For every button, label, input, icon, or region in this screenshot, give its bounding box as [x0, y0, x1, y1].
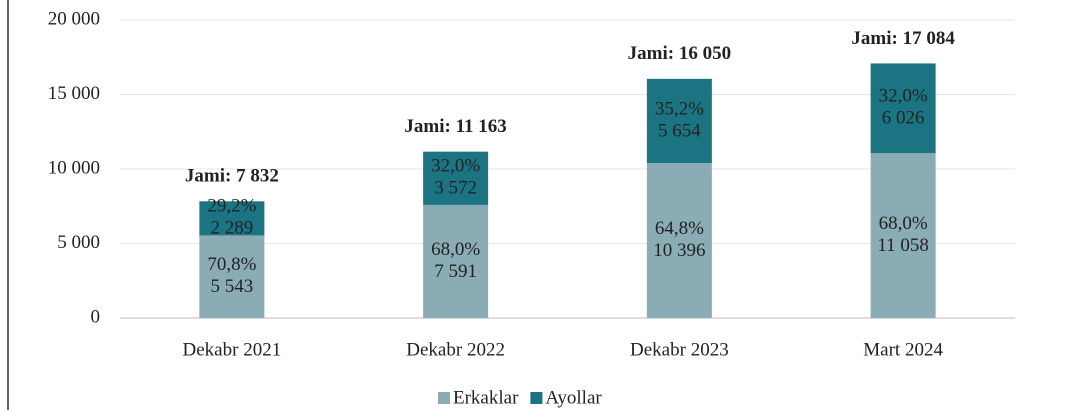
value-label: 6 026 — [882, 108, 925, 129]
total-label: Jami: 17 084 — [851, 28, 955, 49]
x-tick-label: Dekabr 2022 — [406, 339, 505, 360]
y-tick-label: 5 000 — [57, 232, 100, 253]
percent-label: 64,8% — [655, 218, 704, 239]
bar-segment — [870, 153, 936, 318]
x-tick-label: Dekabr 2023 — [630, 339, 729, 360]
bar-segment — [199, 235, 265, 318]
bar-segment — [646, 78, 712, 164]
percent-label: 68,0% — [431, 239, 480, 260]
percent-label: 29,2% — [207, 196, 256, 217]
value-label: 3 572 — [434, 178, 477, 199]
bar-segment — [423, 151, 489, 205]
y-tick-label: 10 000 — [48, 157, 100, 178]
legend-swatch — [530, 392, 543, 404]
legend-label: Erkaklar — [453, 387, 519, 408]
percent-label: 70,8% — [207, 254, 256, 275]
y-tick-label: 15 000 — [48, 83, 100, 104]
value-label: 5 654 — [658, 120, 701, 141]
value-label: 11 058 — [877, 235, 929, 256]
y-tick-label: 0 — [91, 306, 101, 327]
legend-swatch — [438, 392, 450, 404]
bar-segment — [646, 163, 712, 318]
x-tick-label: Dekabr 2021 — [183, 339, 282, 360]
bar-segment — [423, 204, 489, 318]
legend-label: Ayollar — [545, 387, 602, 408]
value-label: 10 396 — [653, 240, 705, 261]
value-label: 7 591 — [434, 261, 477, 282]
value-label: 2 289 — [211, 218, 254, 239]
percent-label: 35,2% — [655, 98, 704, 119]
percent-label: 32,0% — [431, 156, 480, 177]
bar-segment — [199, 201, 265, 236]
percent-label: 68,0% — [879, 213, 928, 234]
total-label: Jami: 7 832 — [185, 166, 279, 187]
bar-segment — [870, 63, 936, 154]
percent-label: 32,0% — [879, 86, 928, 107]
total-label: Jami: 11 163 — [404, 116, 506, 137]
x-tick-label: Mart 2024 — [863, 339, 943, 360]
total-label: Jami: 16 050 — [628, 43, 731, 64]
y-tick-label: 20 000 — [48, 8, 100, 29]
value-label: 5 543 — [211, 276, 254, 297]
